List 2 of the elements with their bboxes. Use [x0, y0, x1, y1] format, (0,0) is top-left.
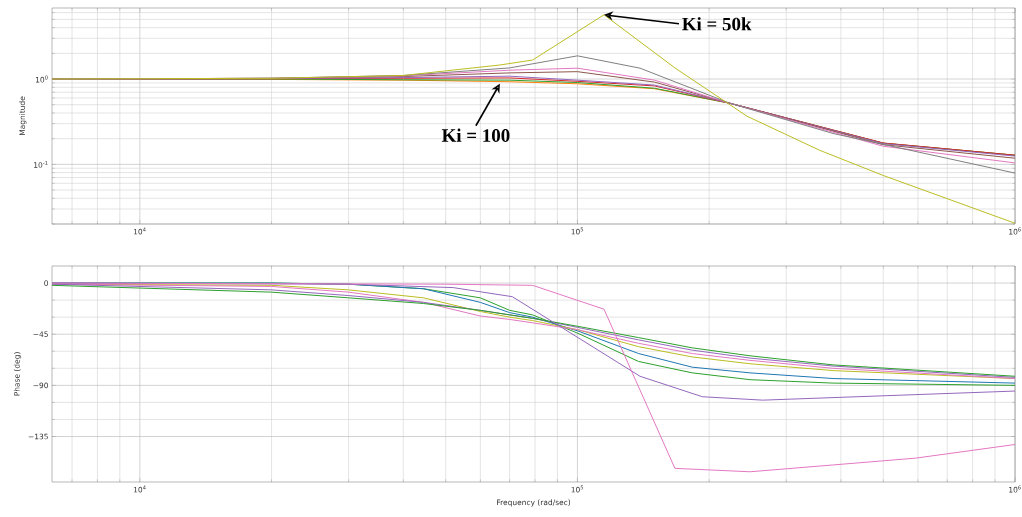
- annotation: Ki = 100: [441, 128, 510, 142]
- annotation: Ki = 50k: [682, 17, 752, 31]
